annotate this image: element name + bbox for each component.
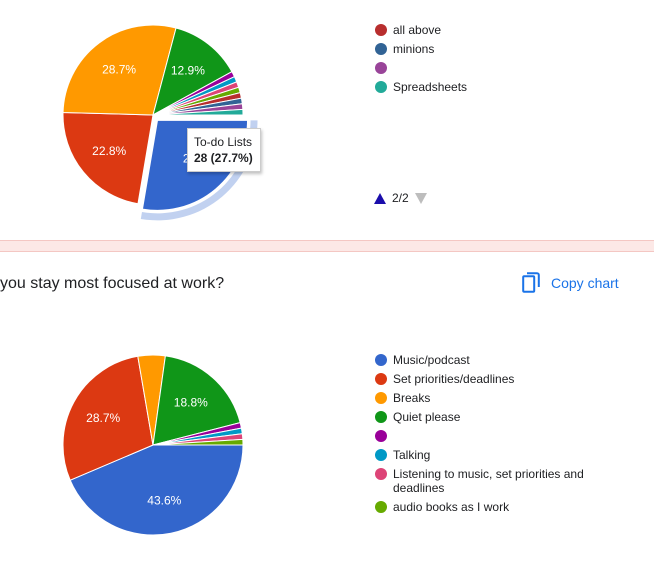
- legend-item[interactable]: Talking: [372, 448, 642, 462]
- pager-text: 2/2: [392, 191, 409, 205]
- pie-slice[interactable]: [62, 24, 177, 116]
- legend-item[interactable]: minions: [372, 42, 642, 56]
- legend-label: audio books as I work: [393, 500, 510, 514]
- legend-item[interactable]: Spreadsheets: [372, 80, 642, 94]
- legend-swatch: [375, 81, 387, 93]
- legend-label: all above: [393, 23, 442, 37]
- legend-label: Quiet please: [393, 410, 461, 424]
- legend-label: minions: [393, 42, 435, 56]
- chart-tooltip: To-do Lists 28 (27.7%): [187, 128, 261, 172]
- legend-item[interactable]: audio books as I work: [372, 500, 642, 514]
- pie-slice[interactable]: [62, 355, 154, 481]
- legend-swatch: [375, 501, 387, 513]
- tooltip-label: To-do Lists: [194, 135, 253, 149]
- page-up-icon[interactable]: [374, 192, 386, 204]
- legend-label: Spreadsheets: [393, 80, 468, 94]
- page-down-icon[interactable]: [414, 192, 427, 204]
- legend-swatch: [375, 62, 387, 74]
- legend-swatch: [375, 430, 387, 442]
- section-divider: [0, 240, 654, 252]
- copy-chart-label: Copy chart: [551, 274, 619, 291]
- legend-label: Set priorities/deadlines: [393, 372, 515, 386]
- legend-swatch: [375, 411, 387, 423]
- pie-slice[interactable]: [69, 444, 244, 536]
- legend-swatch: [375, 43, 387, 55]
- legend-item[interactable]: Set priorities/deadlines: [372, 372, 642, 386]
- pie-slice-label: 22.8%: [92, 144, 126, 158]
- legend-swatch: [375, 373, 387, 385]
- question-title: you stay most focused at work?: [0, 275, 225, 292]
- legend-swatch: [375, 468, 387, 480]
- legend-item[interactable]: Quiet please: [372, 410, 642, 424]
- pie-slice[interactable]: [152, 438, 244, 446]
- pie-slice[interactable]: [152, 108, 244, 116]
- pie-slice-label: 28.7%: [102, 63, 136, 77]
- legend-item[interactable]: Breaks: [372, 391, 642, 405]
- copy-icon: [522, 272, 540, 293]
- pie-slice-label: 43.6%: [147, 494, 181, 508]
- copy-chart-button[interactable]: Copy chart: [522, 272, 619, 293]
- pie-slice[interactable]: [152, 355, 241, 446]
- legend-1: all above minions Spreadsheets: [372, 23, 642, 99]
- legend-item[interactable]: Listening to music, set priorities and d…: [372, 467, 642, 495]
- pie-slice[interactable]: [62, 111, 154, 205]
- legend-item[interactable]: all above: [372, 23, 642, 37]
- pie-chart-2[interactable]: 43.6% 28.7% 18.8%: [0, 330, 300, 562]
- pie-slice-label: 18.8%: [174, 396, 208, 410]
- legend-pager: 2/2: [374, 191, 427, 205]
- pie-slice[interactable]: [152, 27, 233, 116]
- legend-swatch: [375, 354, 387, 366]
- legend-item[interactable]: [372, 429, 642, 443]
- legend-item[interactable]: Music/podcast: [372, 353, 642, 367]
- legend-label: Listening to music, set priorities and d…: [393, 467, 584, 495]
- pie-slice-label: 28.7%: [86, 411, 120, 425]
- legend-label: Breaks: [393, 391, 431, 405]
- legend-item[interactable]: [372, 61, 642, 75]
- legend-swatch: [375, 392, 387, 404]
- legend-label: Music/podcast: [393, 353, 470, 367]
- legend-swatch: [375, 24, 387, 36]
- pie-chart-1[interactable]: 2722.8%28.7%12.9%: [0, 0, 300, 230]
- pie-slice-label: 12.9%: [171, 63, 205, 77]
- legend-label: Talking: [393, 448, 431, 462]
- legend-2: Music/podcast Set priorities/deadlines Bre…: [372, 353, 642, 519]
- tooltip-value: 28 (27.7%): [194, 151, 253, 165]
- legend-swatch: [375, 449, 387, 461]
